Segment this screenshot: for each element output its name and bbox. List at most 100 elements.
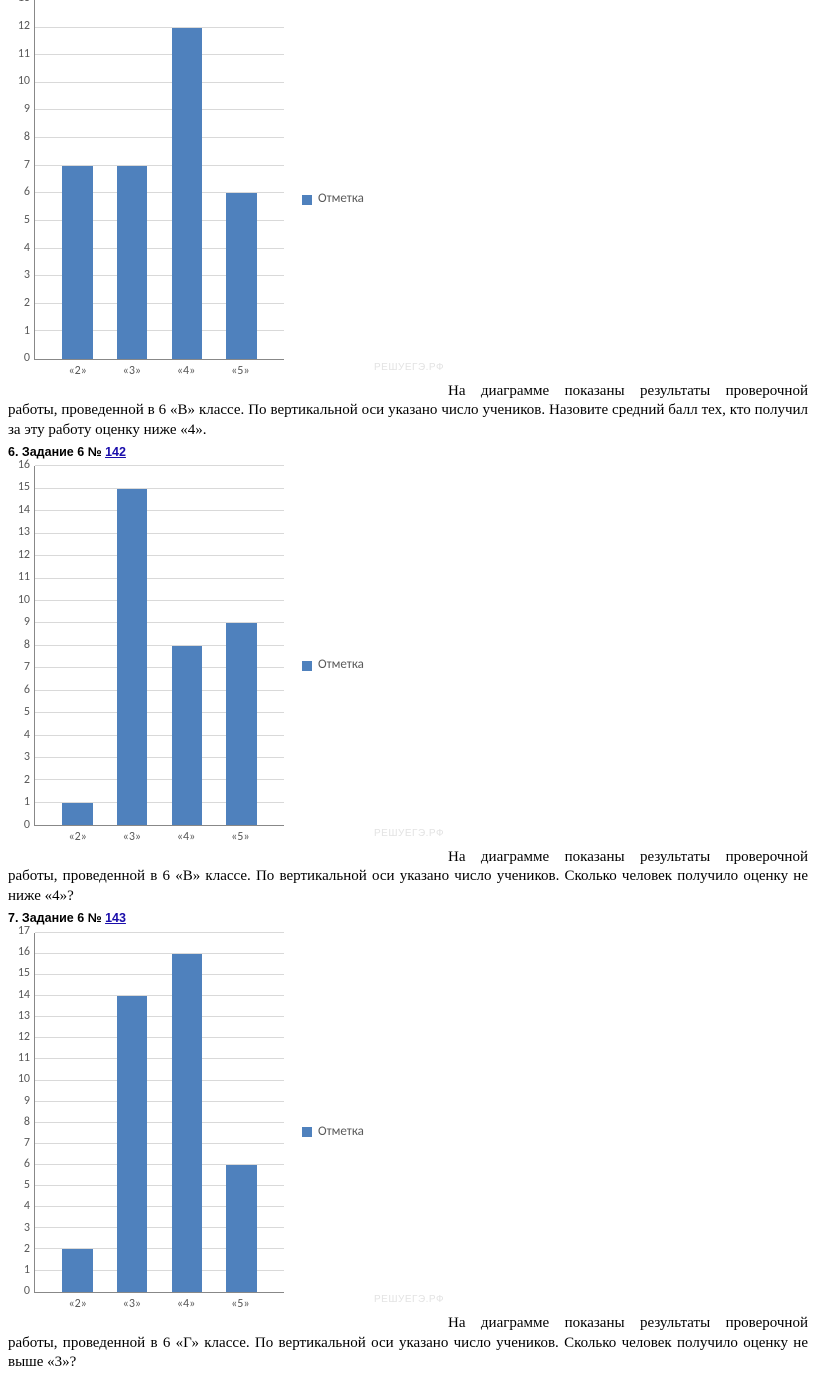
x-tick-label: «5» xyxy=(225,830,255,846)
y-tick-label: 11 xyxy=(18,570,30,586)
y-tick-label: 9 xyxy=(24,102,30,118)
y-tick-label: 7 xyxy=(24,660,30,676)
chart-row: 012345678910111213141516«2»«3»«4»«5»Отме… xyxy=(8,466,808,846)
y-axis: 01234567891011121314151617 xyxy=(8,933,34,1293)
bar xyxy=(117,996,148,1292)
plot-area xyxy=(34,466,284,826)
legend: Отметка xyxy=(302,1124,364,1141)
task-block: 012345678910111213141516«2»«3»«4»«5»Отме… xyxy=(8,466,808,926)
y-tick-label: 13 xyxy=(18,1009,30,1025)
y-tick-label: 12 xyxy=(18,548,30,564)
x-axis: «2» «3» «4» «5» xyxy=(34,1293,284,1313)
bar xyxy=(62,166,93,359)
bar xyxy=(172,646,203,826)
y-tick-label: 7 xyxy=(24,158,30,174)
chart-side: ОтметкаРЕШУЕГЭ.РФ xyxy=(284,20,364,380)
x-tick-label: «5» xyxy=(225,1297,255,1313)
legend-swatch xyxy=(302,195,312,205)
y-tick-label: 14 xyxy=(18,503,30,519)
y-tick-label: 1 xyxy=(24,324,30,340)
y-tick-label: 3 xyxy=(24,268,30,284)
y-tick-label: 9 xyxy=(24,615,30,631)
chart-side: ОтметкаРЕШУЕГЭ.РФ xyxy=(284,952,364,1312)
chart: 012345678910111213141516«2»«3»«4»«5» xyxy=(8,466,284,846)
chart: 012345678910111213«2»«3»«4»«5» xyxy=(8,0,284,380)
y-tick-label: 6 xyxy=(24,185,30,201)
task-link[interactable]: 142 xyxy=(105,445,126,459)
task-heading: 7. Задание 6 № 143 xyxy=(8,910,808,926)
bars-container xyxy=(35,933,284,1292)
y-tick-label: 1 xyxy=(24,1263,30,1279)
y-tick-label: 3 xyxy=(24,750,30,766)
y-tick-label: 2 xyxy=(24,773,30,789)
watermark: РЕШУЕГЭ.РФ xyxy=(374,827,444,840)
bar xyxy=(226,623,257,825)
chart: 01234567891011121314151617«2»«3»«4»«5» xyxy=(8,933,284,1313)
legend-label: Отметка xyxy=(318,1124,364,1141)
legend-label: Отметка xyxy=(318,657,364,674)
y-tick-label: 5 xyxy=(24,1178,30,1194)
y-axis: 012345678910111213141516 xyxy=(8,466,34,826)
y-tick-label: 1 xyxy=(24,795,30,811)
bar xyxy=(117,166,148,359)
x-tick-label: «2» xyxy=(62,830,92,846)
chart-row: 01234567891011121314151617«2»«3»«4»«5»От… xyxy=(8,933,808,1313)
task-link[interactable]: 143 xyxy=(105,911,126,925)
y-tick-label: 13 xyxy=(18,0,30,7)
y-tick-label: 6 xyxy=(24,1157,30,1173)
bar xyxy=(226,193,257,359)
plot-area xyxy=(34,0,284,360)
task-block: 01234567891011121314151617«2»«3»«4»«5»От… xyxy=(8,933,808,1373)
y-tick-label: 12 xyxy=(18,19,30,35)
y-tick-label: 4 xyxy=(24,241,30,257)
y-tick-label: 10 xyxy=(18,1072,30,1088)
watermark: РЕШУЕГЭ.РФ xyxy=(374,1293,444,1306)
y-tick-label: 9 xyxy=(24,1094,30,1110)
y-tick-label: 0 xyxy=(24,1284,30,1300)
legend: Отметка xyxy=(302,657,364,674)
y-tick-label: 16 xyxy=(18,458,30,474)
y-tick-label: 0 xyxy=(24,818,30,834)
y-tick-label: 10 xyxy=(18,74,30,90)
bar xyxy=(62,1249,93,1291)
y-tick-label: 2 xyxy=(24,1242,30,1258)
y-tick-label: 5 xyxy=(24,213,30,229)
chart-row: 012345678910111213«2»«3»«4»«5»ОтметкаРЕШ… xyxy=(8,0,808,380)
x-tick-label: «2» xyxy=(62,364,92,380)
x-tick-label: «3» xyxy=(117,364,147,380)
x-tick-label: «3» xyxy=(117,1297,147,1313)
bar xyxy=(62,803,93,825)
legend: Отметка xyxy=(302,191,364,208)
y-tick-label: 17 xyxy=(18,924,30,940)
y-tick-label: 11 xyxy=(18,1051,30,1067)
task-heading: 6. Задание 6 № 142 xyxy=(8,444,808,460)
y-tick-label: 4 xyxy=(24,1199,30,1215)
y-tick-label: 13 xyxy=(18,525,30,541)
x-tick-label: «4» xyxy=(171,364,201,380)
legend-swatch xyxy=(302,661,312,671)
bar xyxy=(226,1165,257,1292)
x-tick-label: «3» xyxy=(117,830,147,846)
watermark: РЕШУЕГЭ.РФ xyxy=(374,361,444,374)
y-tick-label: 0 xyxy=(24,351,30,367)
x-tick-label: «4» xyxy=(171,1297,201,1313)
task-text: На диаграмме показаны результаты проверо… xyxy=(8,848,808,907)
task-text: На диаграмме показаны результаты проверо… xyxy=(8,1314,808,1373)
y-tick-label: 16 xyxy=(18,945,30,961)
y-tick-label: 8 xyxy=(24,1115,30,1131)
task-text: На диаграмме показаны результаты проверо… xyxy=(8,382,808,441)
y-tick-label: 14 xyxy=(18,988,30,1004)
bars-container xyxy=(35,466,284,825)
task-block: 012345678910111213«2»«3»«4»«5»ОтметкаРЕШ… xyxy=(8,0,808,460)
y-tick-label: 7 xyxy=(24,1136,30,1152)
legend-label: Отметка xyxy=(318,191,364,208)
y-tick-label: 15 xyxy=(18,480,30,496)
x-tick-label: «2» xyxy=(62,1297,92,1313)
y-tick-label: 2 xyxy=(24,296,30,312)
y-axis: 012345678910111213 xyxy=(8,0,34,360)
plot-area xyxy=(34,933,284,1293)
y-tick-label: 8 xyxy=(24,638,30,654)
bar xyxy=(172,954,203,1292)
y-tick-label: 15 xyxy=(18,966,30,982)
y-tick-label: 3 xyxy=(24,1221,30,1237)
